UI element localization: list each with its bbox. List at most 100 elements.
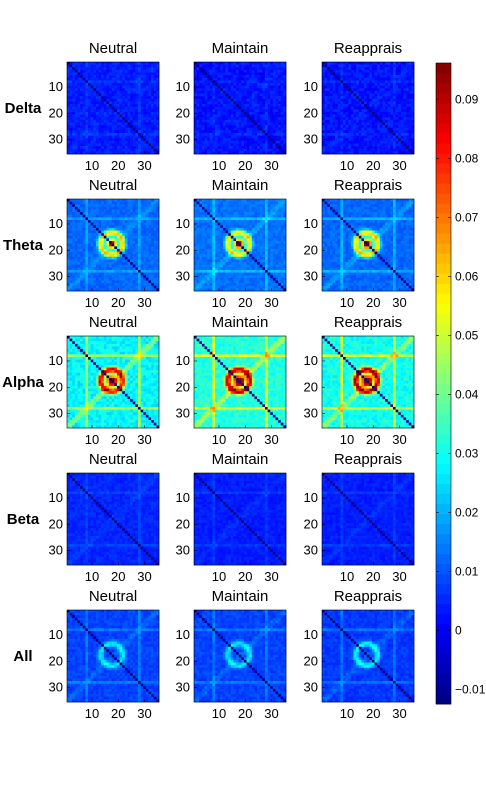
heatmap-cell [390, 143, 393, 146]
heatmap-cell [85, 210, 88, 213]
heatmap-cell [78, 101, 81, 104]
heatmap-cell [333, 104, 336, 107]
heatmap-cell [241, 91, 244, 94]
heatmap-cell [220, 125, 223, 128]
heatmap-cell [218, 65, 221, 68]
heatmap-cell [361, 80, 364, 83]
heatmap-cell [390, 104, 393, 107]
heatmap-cell [104, 65, 107, 68]
heatmap-cell [207, 80, 210, 83]
heatmap-cell [83, 231, 86, 234]
heatmap-cell [218, 199, 221, 202]
heatmap-cell [80, 138, 83, 141]
heatmap-cell [226, 143, 229, 146]
heatmap-cell [239, 70, 242, 73]
heatmap-cell [122, 75, 125, 78]
heatmap-cell [78, 238, 81, 241]
heatmap-cell [101, 70, 104, 73]
panel-theta-maintain: Maintain10203010 20 30 [176, 177, 287, 310]
heatmap-cell [231, 133, 234, 136]
heatmap-cell [356, 133, 359, 136]
heatmap-cell [112, 65, 115, 68]
heatmap-cell [247, 143, 250, 146]
heatmap-cell [205, 133, 208, 136]
heatmap-cell [393, 62, 396, 65]
heatmap-cell [104, 275, 107, 278]
heatmap-cell [146, 143, 149, 146]
heatmap-cell [125, 278, 128, 281]
heatmap-cell [364, 128, 367, 131]
heatmap-cell [78, 73, 81, 76]
heatmap-cell [114, 122, 117, 125]
heatmap-cell [367, 78, 370, 81]
heatmap-cell [117, 107, 120, 110]
heatmap-cell [133, 62, 136, 65]
heatmap-cell [375, 91, 378, 94]
heatmap-cell [354, 73, 357, 76]
heatmap-cell [278, 112, 281, 115]
heatmap-cell [127, 130, 130, 133]
heatmap-cell [151, 220, 154, 223]
heatmap-cell [125, 231, 128, 234]
heatmap-cell [265, 136, 268, 139]
heatmap-cell [93, 283, 96, 286]
heatmap-cell [83, 254, 86, 257]
heatmap-cell [127, 143, 130, 146]
heatmap-cell [96, 136, 99, 139]
heatmap-cell [141, 246, 144, 249]
heatmap-cell [354, 120, 357, 123]
heatmap-cell [401, 130, 404, 133]
heatmap-cell [340, 133, 343, 136]
heatmap-cell [364, 83, 367, 86]
heatmap-cell [335, 136, 338, 139]
heatmap-cell [249, 80, 252, 83]
heatmap-cell [199, 107, 202, 110]
heatmap-cell [249, 128, 252, 131]
y-tick-label: 30 [49, 132, 63, 147]
heatmap-cell [91, 212, 94, 215]
heatmap-cell [396, 136, 399, 139]
heatmap-cell [120, 128, 123, 131]
heatmap-cell [130, 210, 133, 213]
x-tick-label: 20 [366, 158, 380, 173]
heatmap-cell [70, 143, 73, 146]
heatmap-cell [148, 122, 151, 125]
heatmap-cell [83, 62, 86, 65]
heatmap-cell [109, 286, 112, 289]
heatmap-cell [138, 86, 141, 89]
x-tick-label: 10 [85, 158, 99, 173]
heatmap-cell [93, 259, 96, 262]
heatmap-cell [249, 99, 252, 102]
heatmap-cell [75, 280, 78, 283]
heatmap-cell [367, 122, 370, 125]
heatmap-cell [120, 278, 123, 281]
heatmap-cell [106, 202, 109, 205]
heatmap-cell [278, 120, 281, 123]
heatmap-cell [268, 138, 271, 141]
heatmap-cell [114, 223, 117, 226]
heatmap-cell [390, 96, 393, 99]
heatmap-cell [141, 65, 144, 68]
heatmap-cell [91, 233, 94, 236]
heatmap-cell [80, 104, 83, 107]
heatmap-cell [330, 99, 333, 102]
heatmap-cell [215, 99, 218, 102]
heatmap-cell [335, 86, 338, 89]
heatmap-cell [327, 96, 330, 99]
heatmap-cell [382, 91, 385, 94]
heatmap-cell [226, 65, 229, 68]
heatmap-cell [333, 149, 336, 152]
heatmap-cell [325, 70, 328, 73]
heatmap-cell [117, 257, 120, 260]
heatmap-cell [70, 141, 73, 144]
heatmap-cell [359, 125, 362, 128]
heatmap-cell [133, 257, 136, 260]
heatmap-cell [154, 267, 157, 270]
heatmap-cell [106, 280, 109, 283]
heatmap-cell [120, 204, 123, 207]
heatmap-cell [72, 75, 75, 78]
heatmap-cell [364, 109, 367, 112]
heatmap-cell [367, 125, 370, 128]
heatmap-cell [78, 130, 81, 133]
heatmap-cell [401, 143, 404, 146]
